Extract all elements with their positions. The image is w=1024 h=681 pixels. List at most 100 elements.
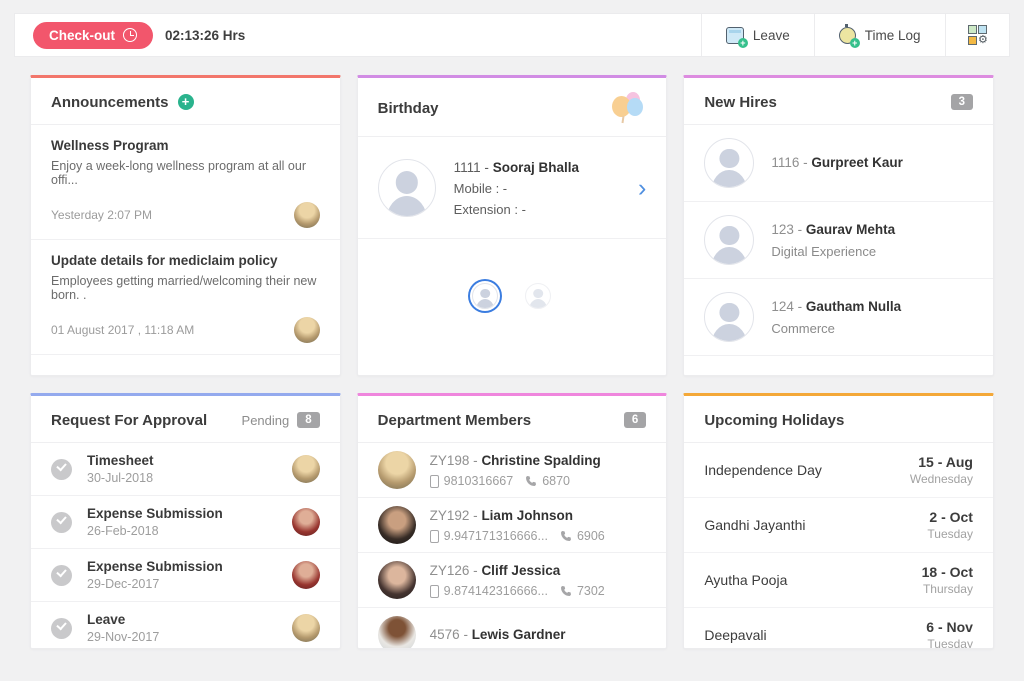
card-title: New Hires [704, 93, 777, 111]
mobile-number: 9810316667 [443, 474, 514, 488]
balloon-string [621, 115, 625, 124]
announcement-desc: Enjoy a week-long wellness program at al… [51, 159, 306, 187]
holidays-card: Upcoming Holidays Independence Day 15 - … [683, 393, 994, 649]
employee-id: ZY126 - [429, 563, 482, 578]
avatar [377, 616, 416, 648]
plus-badge-icon [737, 37, 748, 48]
card-title: Announcements [51, 93, 169, 111]
holiday-name: Ayutha Pooja [704, 572, 788, 588]
grid-square-green [967, 25, 977, 35]
chevron-right-icon[interactable]: › [638, 173, 647, 202]
gear-icon: ⚙ [978, 33, 988, 46]
holiday-row: Deepavali 6 - Nov Tuesday [684, 608, 993, 649]
carousel-avatar-active[interactable] [472, 283, 499, 309]
avatar [293, 317, 320, 343]
check-circle-icon [51, 617, 72, 639]
card-title: Request For Approval [51, 411, 208, 429]
employee-id: 4576 - [429, 627, 472, 642]
mobile-number: 9.947171316666... [443, 529, 548, 543]
holiday-name: Gandhi Jayanthi [704, 517, 806, 533]
employee-id: ZY198 - [429, 453, 482, 468]
approval-type: Leave [87, 612, 126, 627]
new-hire-id-name: 124 - Gautham Nulla [771, 298, 901, 316]
holiday-date: 18 - Oct [921, 564, 973, 580]
birthday-person-row[interactable]: 1111 - Sooraj Bhalla Mobile : - Extensio… [357, 137, 667, 239]
member-id-name: ZY198 - Christine Spalding [430, 452, 601, 470]
stopwatch-icon [838, 23, 860, 48]
check-circle-icon [51, 564, 72, 586]
employee-name: Gurpreet Kaur [811, 155, 903, 170]
card-title: Department Members [377, 411, 532, 429]
approval-item[interactable]: Timesheet 30-Jul-2018 [31, 443, 340, 496]
approval-item[interactable]: Expense Submission 26-Feb-2018 [31, 496, 340, 549]
member-id-name: ZY126 - Cliff Jessica [430, 562, 605, 580]
department-members-card: Department Members 6 ZY198 - Christine S… [356, 393, 668, 649]
announcement-item[interactable]: Wellness Program Enjoy a week-long welln… [31, 125, 340, 240]
approval-item[interactable]: Expense Submission 29-Dec-2017 [31, 549, 340, 602]
new-hire-item[interactable]: 1116 - Gurpreet Kaur [684, 125, 993, 202]
announcement-item[interactable]: Update details for mediclaim policy Empl… [31, 240, 340, 355]
holiday-date-block: 2 - Oct Tuesday [927, 509, 973, 541]
member-item[interactable]: 4576 - Lewis Gardner [358, 608, 667, 648]
member-text: ZY126 - Cliff Jessica 9.874142316666... … [429, 562, 605, 598]
timelog-label: Time Log [864, 27, 921, 43]
card-title: Birthday [377, 99, 439, 117]
employee-name: Cliff Jessica [481, 563, 561, 578]
member-item[interactable]: ZY126 - Cliff Jessica 9.874142316666... … [357, 553, 667, 608]
work-timer: 02:13:26 Hrs [165, 27, 246, 43]
employee-id: ZY192 - [429, 508, 482, 523]
holiday-row: Gandhi Jayanthi 2 - Oct Tuesday [684, 498, 993, 553]
announcement-time: Yesterday 2:07 PM [51, 208, 152, 222]
carousel-avatar[interactable] [525, 283, 552, 309]
approval-text: Expense Submission 26-Feb-2018 [87, 506, 292, 538]
checkout-button[interactable]: Check-out [33, 21, 154, 49]
announcements-card: Announcements Wellness Program Enjoy a w… [30, 75, 341, 376]
member-contacts: 9810316667 6870 [429, 474, 601, 488]
holiday-day: Tuesday [927, 637, 973, 649]
new-hire-text: 124 - Gautham Nulla Commerce [771, 298, 901, 336]
avatar [377, 451, 416, 489]
employee-id: 1116 - [771, 155, 812, 170]
checkout-label: Check-out [49, 27, 116, 43]
member-item[interactable]: ZY192 - Liam Johnson 9.947171316666... 6… [357, 498, 667, 553]
holiday-row: Ayutha Pooja 18 - Oct Thursday [684, 553, 993, 608]
avatar [291, 455, 320, 483]
holiday-name: Deepavali [704, 627, 767, 643]
balloon-orange [612, 96, 632, 117]
avatar-placeholder [377, 159, 436, 217]
leave-button[interactable]: Leave [700, 14, 814, 56]
employee-id: 1111 - [453, 159, 493, 175]
timelog-button[interactable]: Time Log [813, 14, 945, 56]
department-label: Digital Experience [771, 244, 877, 259]
count-badge: 6 [623, 412, 647, 428]
announcement-title: Wellness Program [51, 138, 169, 153]
leave-calendar-icon [725, 26, 748, 48]
new-hire-item[interactable]: 123 - Gaurav Mehta Digital Experience [684, 202, 993, 279]
attendance-topbar: Check-out 02:13:26 Hrs Leave Time Log ⚙ [14, 13, 1010, 57]
member-contacts: 9.947171316666... 6906 [429, 529, 605, 543]
widgets-settings-button[interactable]: ⚙ [944, 14, 1010, 56]
add-announcement-icon[interactable] [177, 94, 194, 110]
holiday-date-block: 6 - Nov Tuesday [926, 619, 973, 649]
count-badge: 8 [297, 412, 320, 428]
birthday-extension: Extension : - [453, 201, 526, 217]
approval-item[interactable]: Leave 29-Nov-2017 [31, 602, 340, 648]
new-hire-text: 1116 - Gurpreet Kaur [771, 154, 903, 172]
smartphone-icon [429, 584, 439, 598]
member-id-name: ZY192 - Liam Johnson [430, 507, 605, 525]
new-hires-header: New Hires 3 [684, 78, 993, 125]
new-hire-id-name: 123 - Gaurav Mehta [771, 221, 895, 239]
holiday-date-block: 15 - Aug Wednesday [910, 454, 973, 486]
birthday-carousel [358, 283, 667, 309]
extension-number: 6906 [576, 529, 605, 543]
balloons-icon [610, 92, 646, 124]
member-item[interactable]: ZY198 - Christine Spalding 9810316667 68… [357, 443, 667, 498]
phone-receiver-icon [525, 475, 537, 487]
smartphone-icon [429, 474, 439, 488]
smartphone-icon [429, 529, 439, 543]
holiday-date: 6 - Nov [926, 619, 973, 635]
new-hire-item[interactable]: 124 - Gautham Nulla Commerce [684, 279, 993, 356]
member-text: ZY192 - Liam Johnson 9.947171316666... 6… [429, 507, 605, 543]
phone-receiver-icon [560, 530, 572, 542]
employee-name: Liam Johnson [481, 508, 573, 523]
